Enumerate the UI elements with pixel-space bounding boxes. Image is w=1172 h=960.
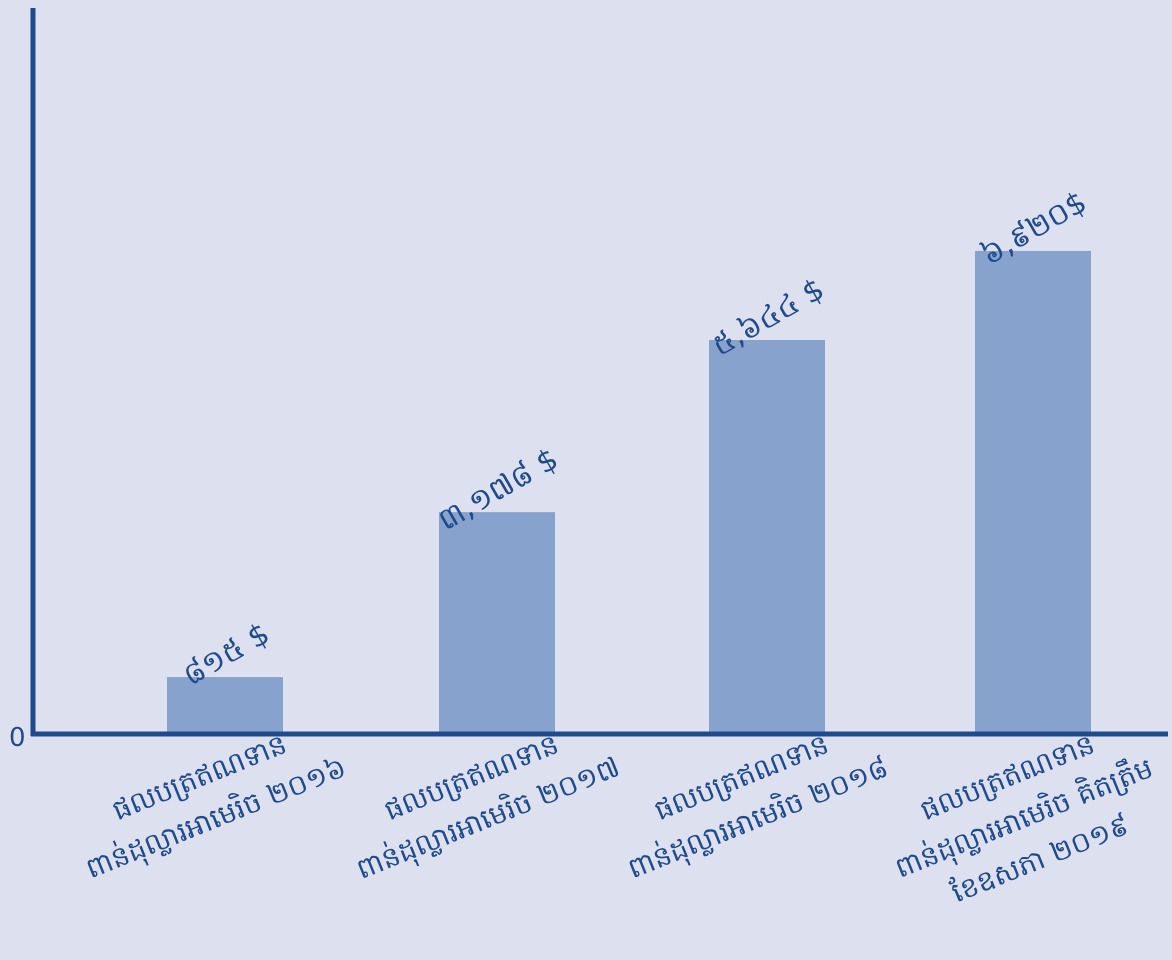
y-tick-label-zero: 0 — [9, 723, 26, 753]
category-labels-group: ផលបត្រឥណទានពាន់ដុល្លារអាមេរិច ២០១៦ ផលបត្រ… — [81, 727, 1159, 909]
data-labels-group: ៨១៥ $៣,១៧៨ $៥,៦៤៤ $៦,៩២០$ — [177, 185, 1093, 694]
bar-1 — [167, 677, 283, 732]
bar-3 — [709, 340, 825, 732]
bar-2 — [439, 512, 555, 732]
bar-4 — [975, 250, 1091, 732]
bars-group — [167, 250, 1091, 732]
category-label-4: ផលបត្រឥណទានពាន់ដុល្លារអាមេរិច គិតត្រឹមខែ… — [890, 727, 1159, 909]
